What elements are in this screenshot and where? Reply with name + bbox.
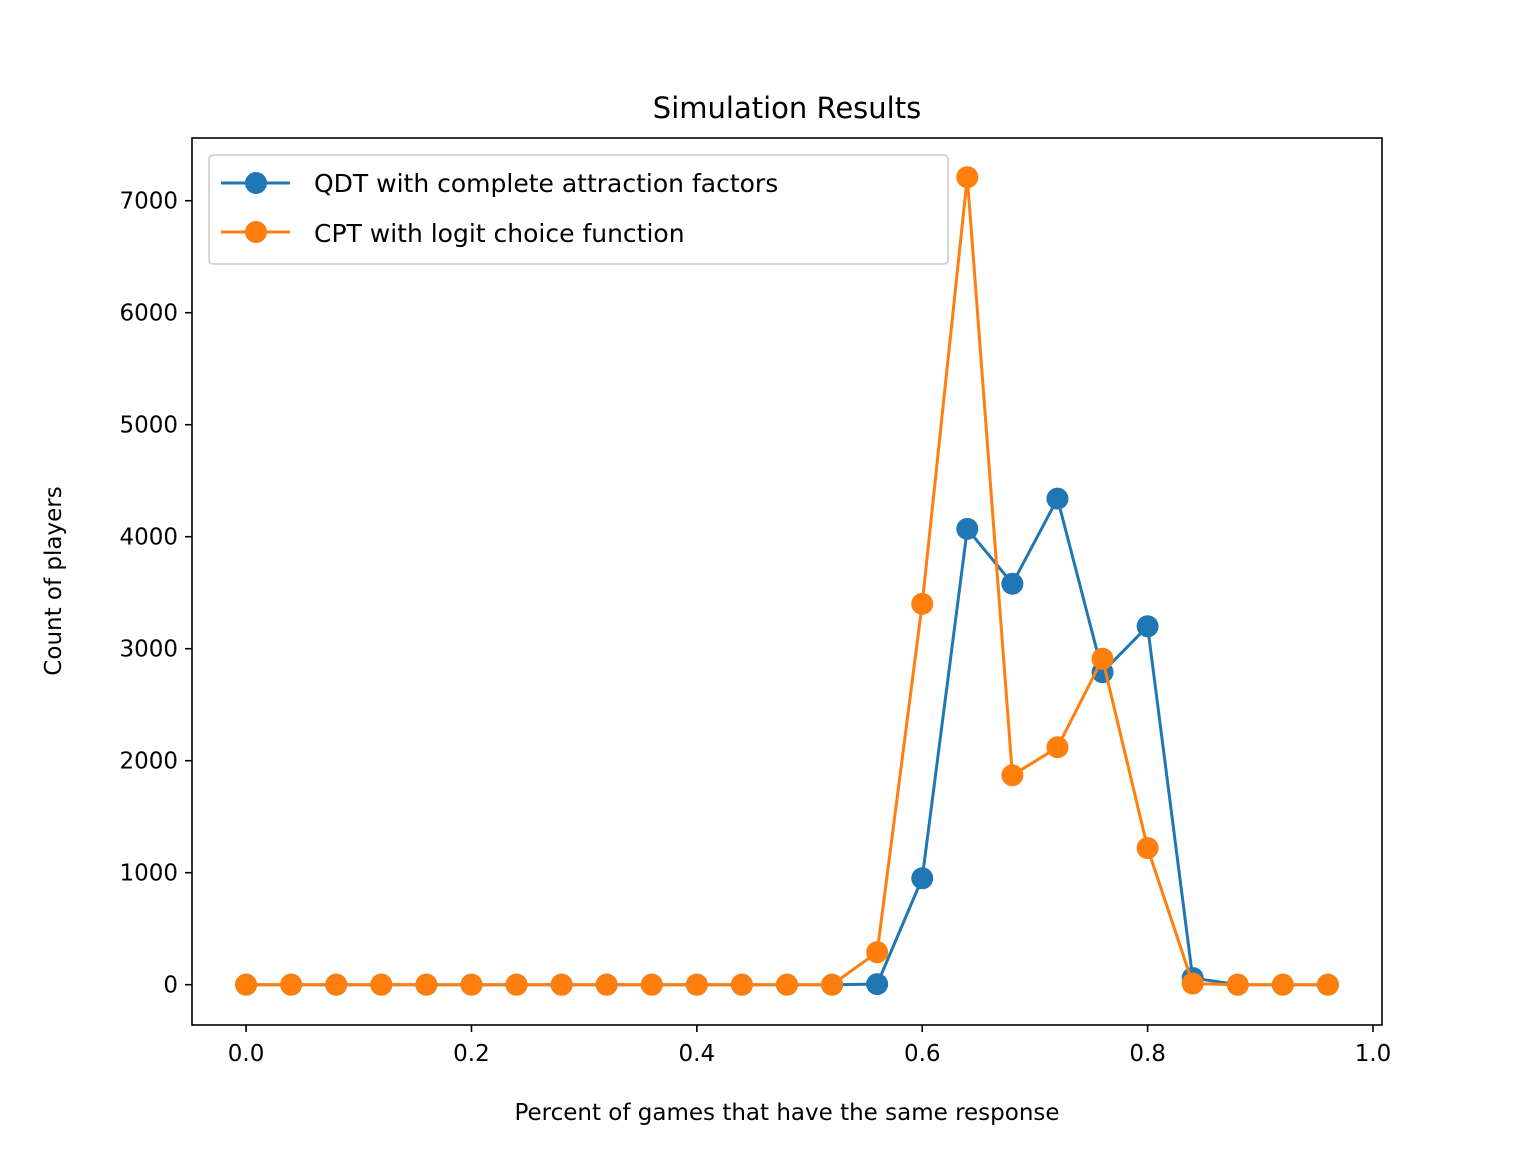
x-tick-label: 0.4	[679, 1041, 716, 1067]
y-tick-label: 3000	[119, 637, 178, 663]
legend-marker-qdt	[245, 172, 267, 194]
y-tick-label: 6000	[119, 301, 178, 327]
data-point-1	[1046, 736, 1069, 759]
data-point-1	[911, 592, 934, 615]
x-axis: 0.0 0.2 0.4 0.6 0.8 1.0	[228, 1025, 1391, 1067]
data-point-1	[1316, 973, 1339, 996]
data-point-1	[730, 973, 753, 996]
plot-frame	[191, 137, 1383, 1026]
data-point-0	[911, 867, 934, 890]
data-point-1	[325, 973, 348, 996]
data-point-1	[1091, 647, 1114, 670]
x-tick-label: 0.2	[453, 1041, 490, 1067]
legend-label-qdt: QDT with complete attraction factors	[314, 169, 778, 198]
x-tick-label: 0.0	[228, 1041, 265, 1067]
data-point-1	[685, 973, 708, 996]
legend-label-cpt: CPT with logit choice function	[314, 219, 685, 248]
y-tick-label: 2000	[119, 749, 178, 775]
series-layer	[235, 166, 1339, 996]
data-point-1	[595, 973, 618, 996]
data-point-1	[415, 973, 438, 996]
data-point-0	[1001, 572, 1024, 595]
data-point-1	[866, 941, 889, 964]
data-point-1	[370, 973, 393, 996]
data-point-0	[1046, 487, 1069, 510]
data-point-1	[1136, 837, 1159, 860]
data-point-1	[1226, 973, 1249, 996]
data-point-0	[866, 973, 889, 996]
y-tick-label: 5000	[119, 413, 178, 439]
data-point-1	[460, 973, 483, 996]
data-point-1	[956, 166, 979, 189]
data-point-1	[1271, 973, 1294, 996]
data-point-1	[640, 973, 663, 996]
y-tick-label: 4000	[119, 525, 178, 551]
series-line-1	[246, 175, 1328, 987]
data-point-1	[1181, 972, 1204, 995]
chart-title: Simulation Results	[653, 91, 921, 125]
x-axis-label: Percent of games that have the same resp…	[514, 1100, 1059, 1126]
x-tick-label: 1.0	[1355, 1041, 1392, 1067]
data-point-1	[280, 973, 303, 996]
data-point-1	[821, 973, 844, 996]
y-tick-label: 1000	[119, 861, 178, 887]
legend-box	[208, 154, 949, 265]
data-point-1	[235, 973, 258, 996]
x-tick-label: 0.6	[904, 1041, 941, 1067]
data-point-0	[956, 517, 979, 540]
data-point-0	[1136, 615, 1159, 638]
legend: QDT with complete attraction factors CPT…	[208, 154, 949, 265]
data-point-1	[1001, 764, 1024, 787]
y-axis: 0 1000 2000 3000 4000 5000 6000 7000	[119, 189, 192, 999]
y-tick-label: 0	[163, 973, 178, 999]
y-tick-label: 7000	[119, 189, 178, 215]
x-tick-label: 0.8	[1129, 1041, 1166, 1067]
legend-marker-cpt	[245, 221, 267, 243]
data-point-1	[505, 973, 528, 996]
data-point-1	[776, 973, 798, 996]
y-axis-label: Count of players	[41, 486, 67, 675]
data-point-1	[550, 973, 573, 996]
series-line-0	[246, 497, 1328, 987]
